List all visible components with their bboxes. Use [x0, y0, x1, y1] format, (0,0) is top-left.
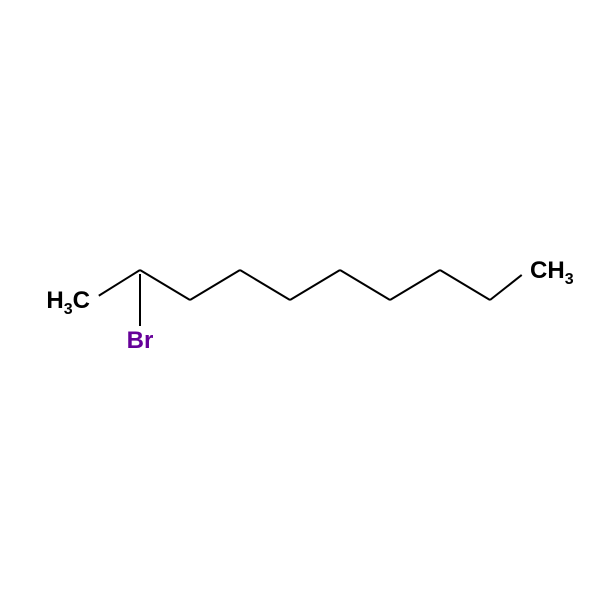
molecule-diagram: H3C CH3 Br — [0, 0, 600, 600]
backbone-bond-2 — [190, 270, 240, 300]
backbone-bond-3 — [240, 270, 290, 300]
backbone-bond-8 — [490, 275, 522, 300]
backbone-bond-4 — [290, 270, 340, 300]
backbone-bond-0 — [99, 270, 140, 296]
br-label: Br — [127, 327, 154, 354]
right-ch3-label: CH3 — [530, 257, 574, 288]
backbone-bond-5 — [340, 270, 390, 300]
left-ch3-label: H3C — [46, 287, 90, 318]
backbone-bond-7 — [440, 270, 490, 300]
backbone-bond-6 — [390, 270, 440, 300]
backbone-bond-1 — [140, 270, 190, 300]
